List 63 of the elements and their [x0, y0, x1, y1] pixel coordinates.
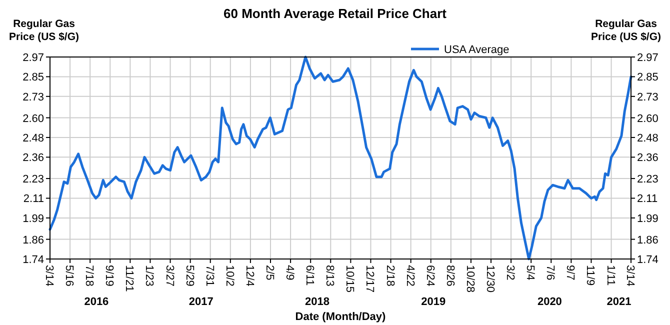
- x-tick-label: 12/30: [484, 265, 496, 293]
- x-tick-label: 3/14: [43, 265, 55, 286]
- x-axis-title: Date (Month/Day): [295, 311, 386, 323]
- text: 2021: [606, 296, 632, 308]
- y2-axis-title: Regular Gas Price (US $/G): [590, 18, 662, 43]
- x-tick-label: 8/26: [444, 265, 456, 286]
- text: 2018: [305, 296, 330, 308]
- y2-tick-label: 1.74: [637, 254, 658, 266]
- x-tick-label: 1/11: [604, 265, 616, 286]
- x-tick-label: 2/5: [264, 265, 276, 280]
- y-tick-label: 2.73: [22, 91, 44, 104]
- x-tick-label: 10/15: [344, 265, 356, 293]
- x-tick-label: 3/14: [624, 265, 636, 286]
- x-tick-label: 5/16: [63, 265, 76, 286]
- y2-tick-label: 2.60: [637, 112, 658, 125]
- x-tick-label: 6/11: [304, 265, 316, 286]
- y-tick-label: 2.85: [22, 72, 44, 84]
- y2-tick-label: 2.85: [637, 72, 658, 84]
- y2-tick-label: 2.36: [637, 152, 658, 164]
- x-tick-label: 6/24: [424, 265, 436, 286]
- y2-tick-label: 1.99: [637, 212, 658, 225]
- y-tick-label: 2.97: [22, 52, 44, 64]
- x-tick-label: 10/2: [223, 265, 236, 286]
- text: 2017: [188, 296, 214, 308]
- x-tick-label: 1/23: [143, 265, 156, 286]
- x-tick-label: 12/17: [364, 265, 376, 293]
- x-tick-label: 4/22: [404, 265, 416, 286]
- legend-label: USA Average: [444, 44, 510, 56]
- text: 2016: [84, 296, 109, 308]
- y-tick-label: 2.23: [22, 174, 44, 186]
- x-tick-label: 11/21: [123, 265, 136, 292]
- y-tick-label: 1.74: [22, 254, 44, 266]
- y-tick-label: 2.60: [22, 112, 44, 125]
- y2-tick-label: 1.86: [637, 234, 658, 246]
- x-tick-label: 3/27: [163, 265, 176, 286]
- y-tick-label: 1.86: [22, 234, 44, 246]
- y-tick-label: 2.11: [23, 193, 44, 206]
- x-tick-label: 11/9: [584, 265, 596, 286]
- y-tick-label: 1.99: [22, 212, 44, 225]
- x-tick-label: 9/19: [103, 265, 116, 286]
- x-tick-label: 7/31: [203, 265, 216, 286]
- y2-tick-label: 2.11: [637, 193, 658, 206]
- y2-tick-label: 2.48: [637, 132, 658, 144]
- x-tick-label: 8/13: [324, 265, 336, 286]
- x-tick-label: 9/7: [564, 265, 576, 280]
- x-tick-label: 4/9: [284, 265, 296, 280]
- x-tick-label: 7/6: [544, 265, 556, 280]
- text: 2019: [421, 296, 446, 308]
- text: 2020: [537, 296, 562, 308]
- chart-title: 60 Month Average Retail Price Chart: [224, 6, 448, 21]
- x-tick-label: 7/18: [83, 265, 96, 286]
- y-tick-label: 2.48: [22, 132, 44, 144]
- x-tick-label: 5/29: [183, 265, 196, 286]
- x-tick-label: 5/4: [524, 265, 536, 280]
- x-tick-label: 3/2: [504, 265, 516, 280]
- x-tick-label: 12/4: [243, 265, 256, 286]
- y2-tick-label: 2.97: [637, 52, 658, 64]
- y-axis-title: Regular Gas Price (US $/G): [8, 18, 80, 43]
- y2-tick-label: 2.73: [637, 91, 658, 104]
- y2-tick-label: 2.23: [637, 174, 658, 186]
- x-tick-label: 10/28: [464, 265, 476, 293]
- y-tick-label: 2.36: [22, 152, 44, 164]
- x-tick-label: 2/18: [384, 265, 396, 286]
